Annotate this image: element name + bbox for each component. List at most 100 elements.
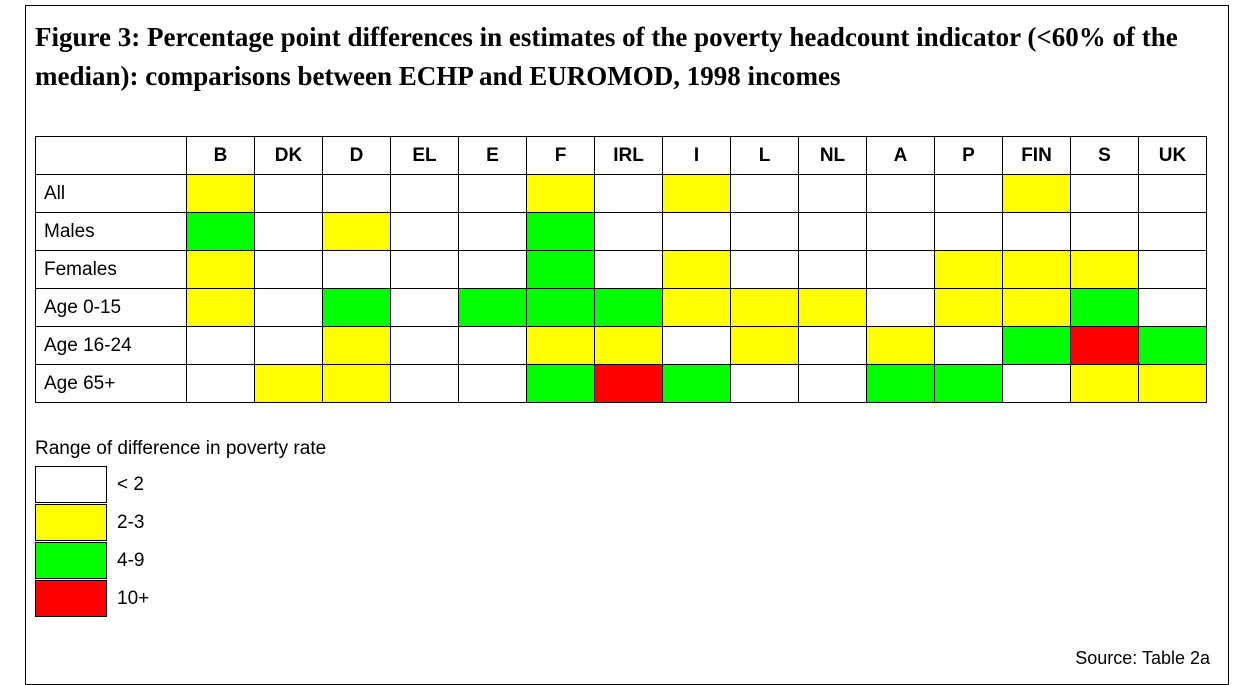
cell (662, 364, 731, 403)
cell (798, 250, 867, 289)
table: B DK D EL E F IRL I L NL A P FIN S UK All Males Females Ag… (35, 136, 1207, 403)
cell (1070, 364, 1139, 403)
cell (662, 326, 731, 365)
row-label: Age 65+ (35, 364, 187, 403)
cell (662, 288, 731, 327)
row-label: Females (35, 250, 187, 289)
cell (934, 174, 1003, 213)
header-row: B DK D EL E F IRL I L NL A P FIN S UK (35, 136, 1207, 175)
cell (1138, 288, 1207, 327)
cell (866, 326, 935, 365)
cell (322, 364, 391, 403)
cell (1138, 212, 1207, 251)
legend-swatch (35, 542, 107, 579)
corner-cell (35, 136, 187, 175)
cell (186, 250, 255, 289)
cell (662, 212, 731, 251)
legend-label: < 2 (117, 474, 144, 495)
cell (730, 326, 799, 365)
cell (526, 212, 595, 251)
table-row: Age 16-24 (35, 326, 1207, 365)
cell (594, 288, 663, 327)
cell (458, 212, 527, 251)
cell (254, 364, 323, 403)
cell (458, 174, 527, 213)
table-row: Males (35, 212, 1207, 251)
cell (1070, 326, 1139, 365)
cell (322, 288, 391, 327)
cell (1138, 326, 1207, 365)
cell (254, 250, 323, 289)
cell (1138, 364, 1207, 403)
column-header: FIN (1002, 136, 1071, 175)
cell (730, 288, 799, 327)
cell (934, 212, 1003, 251)
cell (458, 250, 527, 289)
cell (934, 326, 1003, 365)
cell (390, 250, 459, 289)
cell (458, 326, 527, 365)
row-label: Age 0-15 (35, 288, 187, 327)
column-header: IRL (594, 136, 663, 175)
legend-swatch (35, 580, 107, 617)
cell (186, 364, 255, 403)
cell (1070, 250, 1139, 289)
column-header: EL (390, 136, 459, 175)
cell (1138, 174, 1207, 213)
cell (730, 174, 799, 213)
column-header: NL (798, 136, 867, 175)
column-header: F (526, 136, 595, 175)
cell (186, 288, 255, 327)
legend-label: 4-9 (117, 550, 145, 571)
source-note: Source: Table 2a (1075, 648, 1210, 668)
cell (322, 212, 391, 251)
legend-label: 10+ (117, 588, 150, 609)
cell (526, 364, 595, 403)
cell (1002, 212, 1071, 251)
column-header: B (186, 136, 255, 175)
cell (1070, 288, 1139, 327)
cell (526, 174, 595, 213)
cell (866, 212, 935, 251)
column-header: D (322, 136, 391, 175)
row-label: Males (35, 212, 187, 251)
cell (1002, 326, 1071, 365)
cell (1002, 288, 1071, 327)
column-header: L (730, 136, 799, 175)
cell (186, 174, 255, 213)
cell (594, 212, 663, 251)
cell (254, 326, 323, 365)
column-header: E (458, 136, 527, 175)
cell (526, 326, 595, 365)
cell (798, 212, 867, 251)
cell (322, 250, 391, 289)
cell (1002, 250, 1071, 289)
cell (1070, 212, 1139, 251)
column-header: P (934, 136, 1003, 175)
cell (866, 250, 935, 289)
cell (390, 364, 459, 403)
cell (730, 364, 799, 403)
cell (254, 174, 323, 213)
table-row: Age 65+ (35, 364, 1207, 403)
table-row: Age 0-15 (35, 288, 1207, 327)
row-label: All (35, 174, 187, 213)
cell (594, 326, 663, 365)
cell (1002, 174, 1071, 213)
cell (798, 326, 867, 365)
cell (322, 174, 391, 213)
cell (934, 250, 1003, 289)
legend-title: Range of difference in poverty rate (35, 438, 327, 459)
legend-swatch (35, 504, 107, 541)
cell (798, 288, 867, 327)
figure-title: Figure 3: Percentage point differences i… (35, 22, 1178, 91)
cell (254, 288, 323, 327)
cell (662, 250, 731, 289)
cell (594, 364, 663, 403)
cell (730, 212, 799, 251)
cell (934, 288, 1003, 327)
cell (594, 250, 663, 289)
cell (390, 212, 459, 251)
cell (1138, 250, 1207, 289)
